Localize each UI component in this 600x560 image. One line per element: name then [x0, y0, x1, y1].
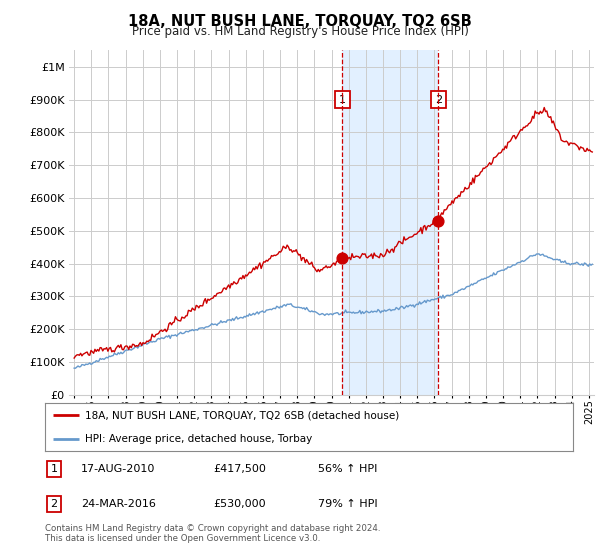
Point [338, 253, 347, 262]
Text: 1: 1 [50, 464, 58, 474]
Point [433, 217, 443, 226]
Text: £417,500: £417,500 [213, 464, 266, 474]
Text: £530,000: £530,000 [213, 499, 266, 509]
Text: Price paid vs. HM Land Registry's House Price Index (HPI): Price paid vs. HM Land Registry's House … [131, 25, 469, 38]
Text: 2: 2 [434, 95, 442, 105]
Text: 1: 1 [339, 95, 346, 105]
Text: 18A, NUT BUSH LANE, TORQUAY, TQ2 6SB: 18A, NUT BUSH LANE, TORQUAY, TQ2 6SB [128, 14, 472, 29]
Text: This data is licensed under the Open Government Licence v3.0.: This data is licensed under the Open Gov… [45, 534, 320, 543]
Text: 18A, NUT BUSH LANE, TORQUAY, TQ2 6SB (detached house): 18A, NUT BUSH LANE, TORQUAY, TQ2 6SB (de… [85, 410, 399, 420]
Text: 24-MAR-2016: 24-MAR-2016 [81, 499, 156, 509]
Text: Contains HM Land Registry data © Crown copyright and database right 2024.: Contains HM Land Registry data © Crown c… [45, 524, 380, 533]
Text: 17-AUG-2010: 17-AUG-2010 [81, 464, 155, 474]
Text: HPI: Average price, detached house, Torbay: HPI: Average price, detached house, Torb… [85, 434, 312, 444]
Text: 2: 2 [50, 499, 58, 509]
Text: 56% ↑ HPI: 56% ↑ HPI [318, 464, 377, 474]
Text: 79% ↑ HPI: 79% ↑ HPI [318, 499, 377, 509]
Bar [343, 50, 438, 395]
